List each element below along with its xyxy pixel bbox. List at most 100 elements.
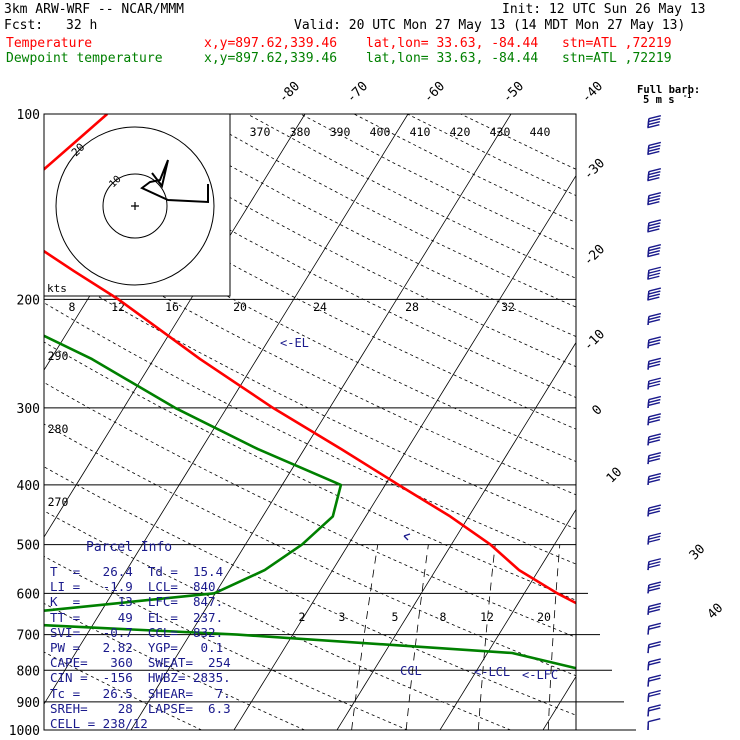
- pressure-tick-label: 900: [17, 696, 40, 711]
- dewpoint-latlon: lat,lon= 33.63, -84.44: [366, 51, 539, 66]
- wind-barb: [647, 718, 661, 731]
- dry-adiabat-line: [44, 119, 576, 398]
- mixing-ratio-line: [405, 544, 429, 730]
- dry-adiabat-line: [87, 114, 576, 368]
- wind-barb: [647, 602, 662, 615]
- parcel-info-row: SVI= -0.7 CCL= 832.: [50, 624, 224, 640]
- theta-tick-label: 380: [290, 125, 311, 139]
- dry-adiabat-line: [44, 226, 576, 496]
- mixing-ratio-label: 24: [313, 300, 327, 314]
- parcel-arrow-mark: [403, 533, 411, 541]
- pressure-tick-label: 1000: [9, 724, 40, 739]
- hodograph-units: kts: [47, 282, 67, 295]
- wind-barb: [647, 641, 662, 654]
- wind-barb: [647, 312, 662, 326]
- mixing-ratio-line: [351, 544, 379, 730]
- wind-barb: [647, 581, 662, 594]
- isotherm-tick-label: -70: [344, 79, 371, 106]
- isotherm-line: [233, 174, 576, 730]
- wind-barb: [647, 243, 662, 258]
- wind-barb: [647, 472, 662, 485]
- parcel-info-row: LI = -1.9 LCL= 840.: [50, 579, 224, 595]
- dry-adiabat-line: [44, 263, 576, 530]
- wind-barb: [647, 704, 661, 717]
- isotherm-line: [439, 508, 576, 730]
- isotherm-line: [130, 114, 512, 730]
- isotherm-tick-label: 40: [705, 601, 727, 623]
- dewpoint-legend: Dewpoint temperature: [6, 51, 163, 66]
- wind-barb: [647, 658, 661, 671]
- hodograph-trace: [140, 159, 209, 204]
- parcel-info-panel: Parcel Info T = 26.4 Td = 15.4 LI = -1.9 …: [44, 538, 240, 734]
- mixing-ratio-label: 5: [392, 610, 399, 624]
- isotherm-tick-label: 30: [687, 542, 709, 564]
- wind-barb: [647, 141, 662, 156]
- parcel-info-row: CELL = 238/12: [50, 716, 148, 731]
- mixing-ratio-label: 2: [299, 610, 306, 624]
- dry-adiabat-line: [407, 114, 576, 197]
- mixing-ratio-line: [547, 544, 561, 730]
- parcel-info-row: K = 13 LFC= 847.: [50, 594, 224, 610]
- wind-barb: [647, 433, 662, 446]
- parcel-info-row: SREH= 28 LAPSE= 6.3: [50, 700, 231, 716]
- parcel-level-annotation: <-LCL: [474, 665, 510, 679]
- pressure-tick-label: 400: [17, 479, 40, 494]
- wind-barb: [647, 532, 662, 545]
- temperature-xy: x,y=897.62,339.46: [204, 36, 338, 51]
- dry-adiabat-line: [44, 555, 408, 730]
- theta-tick-label: 390: [330, 125, 351, 139]
- theta-tick-label: 400: [370, 125, 391, 139]
- parcel-info-row: Tc = 26.5 SHEAR= 7.: [50, 685, 231, 701]
- valid-time: Valid: 20 UTC Mon 27 May 13 (14 MDT Mon …: [294, 18, 686, 33]
- isotherm-tick-label: -80: [276, 79, 303, 106]
- dewpoint-xy: x,y=897.62,339.46: [204, 51, 338, 66]
- mixing-ratio-label: 20: [233, 300, 247, 314]
- hodograph-ring-outer: [55, 126, 215, 286]
- wind-barb: [647, 168, 662, 182]
- mixing-ratio-label: 8: [440, 610, 447, 624]
- pressure-tick-label: 200: [17, 293, 40, 308]
- hodograph-ring-inner: [102, 173, 168, 239]
- parcel-info-row: PW = 2.82 YGP= 0.1: [50, 640, 224, 655]
- dewpoint-profile-line: [44, 334, 576, 670]
- wind-barb: [647, 115, 662, 129]
- wind-barb: [647, 395, 662, 408]
- wind-barb: [647, 452, 662, 465]
- dry-adiabat-line: [44, 381, 576, 638]
- mixing-ratio-label: 8: [69, 300, 76, 314]
- wind-barb: [647, 674, 661, 687]
- mixing-ratio-label: 32: [501, 300, 515, 314]
- parcel-level-annotation: CCL: [400, 664, 422, 678]
- model-title: 3km ARW-WRF -- NCAR/MMM: [4, 2, 185, 17]
- theta-tick-label: 420: [450, 125, 471, 139]
- wind-barb: [647, 413, 662, 426]
- parcel-level-annotation: <-EL: [280, 336, 309, 350]
- pressure-tick-label: 500: [17, 539, 40, 554]
- pressure-tick-label: 300: [17, 402, 40, 417]
- barb-legend-exponent: -1: [683, 92, 691, 100]
- wind-barb: [647, 377, 662, 390]
- init-time: Init: 12 UTC Sun 26 May 13: [502, 2, 706, 17]
- theta-tick-label: 430: [490, 125, 511, 139]
- dry-adiabat-line: [44, 602, 305, 730]
- isotherm-line: [44, 114, 409, 705]
- isotherm-tick-label: -60: [421, 79, 448, 106]
- dry-adiabat-line: [460, 114, 576, 170]
- mixing-ratio-label: 20: [537, 610, 551, 624]
- parcel-info-row: T = 26.4 Td = 15.4: [50, 564, 224, 579]
- pressure-tick-label: 600: [17, 587, 40, 602]
- temperature-legend: Temperature: [6, 36, 93, 51]
- isotherm-tick-label: -40: [579, 79, 606, 106]
- parcel-info-row: CAPE= 360 SWEAT= 254: [50, 655, 231, 671]
- barb-legend-line2: 5 m s: [643, 94, 675, 106]
- wind-barb: [647, 689, 661, 702]
- isotherm-tick-label: -20: [581, 242, 608, 269]
- theta-side-label: 280: [48, 422, 69, 436]
- theta-tick-label: 410: [410, 125, 431, 139]
- parcel-info-title: Parcel Info: [86, 540, 173, 555]
- isotherm-line: [336, 341, 576, 730]
- temperature-latlon: lat,lon= 33.63, -84.44: [366, 36, 539, 51]
- hodograph-center-mark: [131, 202, 139, 210]
